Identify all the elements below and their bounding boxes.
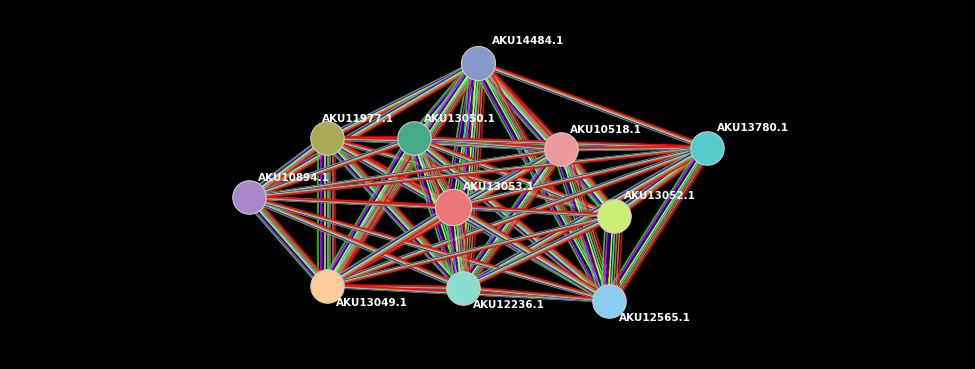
Text: AKU10894.1: AKU10894.1 bbox=[258, 173, 331, 183]
Point bbox=[241, 194, 256, 200]
Point bbox=[446, 204, 461, 210]
Text: AKU13780.1: AKU13780.1 bbox=[717, 123, 789, 133]
Text: AKU13053.1: AKU13053.1 bbox=[463, 182, 535, 192]
Text: AKU10518.1: AKU10518.1 bbox=[570, 125, 643, 135]
Point bbox=[319, 283, 334, 289]
Point bbox=[602, 298, 617, 304]
Point bbox=[319, 135, 334, 141]
Point bbox=[455, 285, 471, 291]
Text: AKU12236.1: AKU12236.1 bbox=[473, 300, 545, 310]
Point bbox=[606, 213, 622, 219]
Point bbox=[699, 145, 715, 151]
Point bbox=[407, 135, 422, 141]
Point bbox=[553, 146, 568, 152]
Text: AKU14484.1: AKU14484.1 bbox=[492, 36, 565, 46]
Text: AKU12565.1: AKU12565.1 bbox=[619, 313, 691, 323]
Text: AKU13052.1: AKU13052.1 bbox=[624, 191, 696, 201]
Point bbox=[470, 60, 486, 66]
Text: AKU13050.1: AKU13050.1 bbox=[424, 114, 496, 124]
Text: AKU11977.1: AKU11977.1 bbox=[322, 114, 394, 124]
Text: AKU13049.1: AKU13049.1 bbox=[336, 298, 409, 308]
